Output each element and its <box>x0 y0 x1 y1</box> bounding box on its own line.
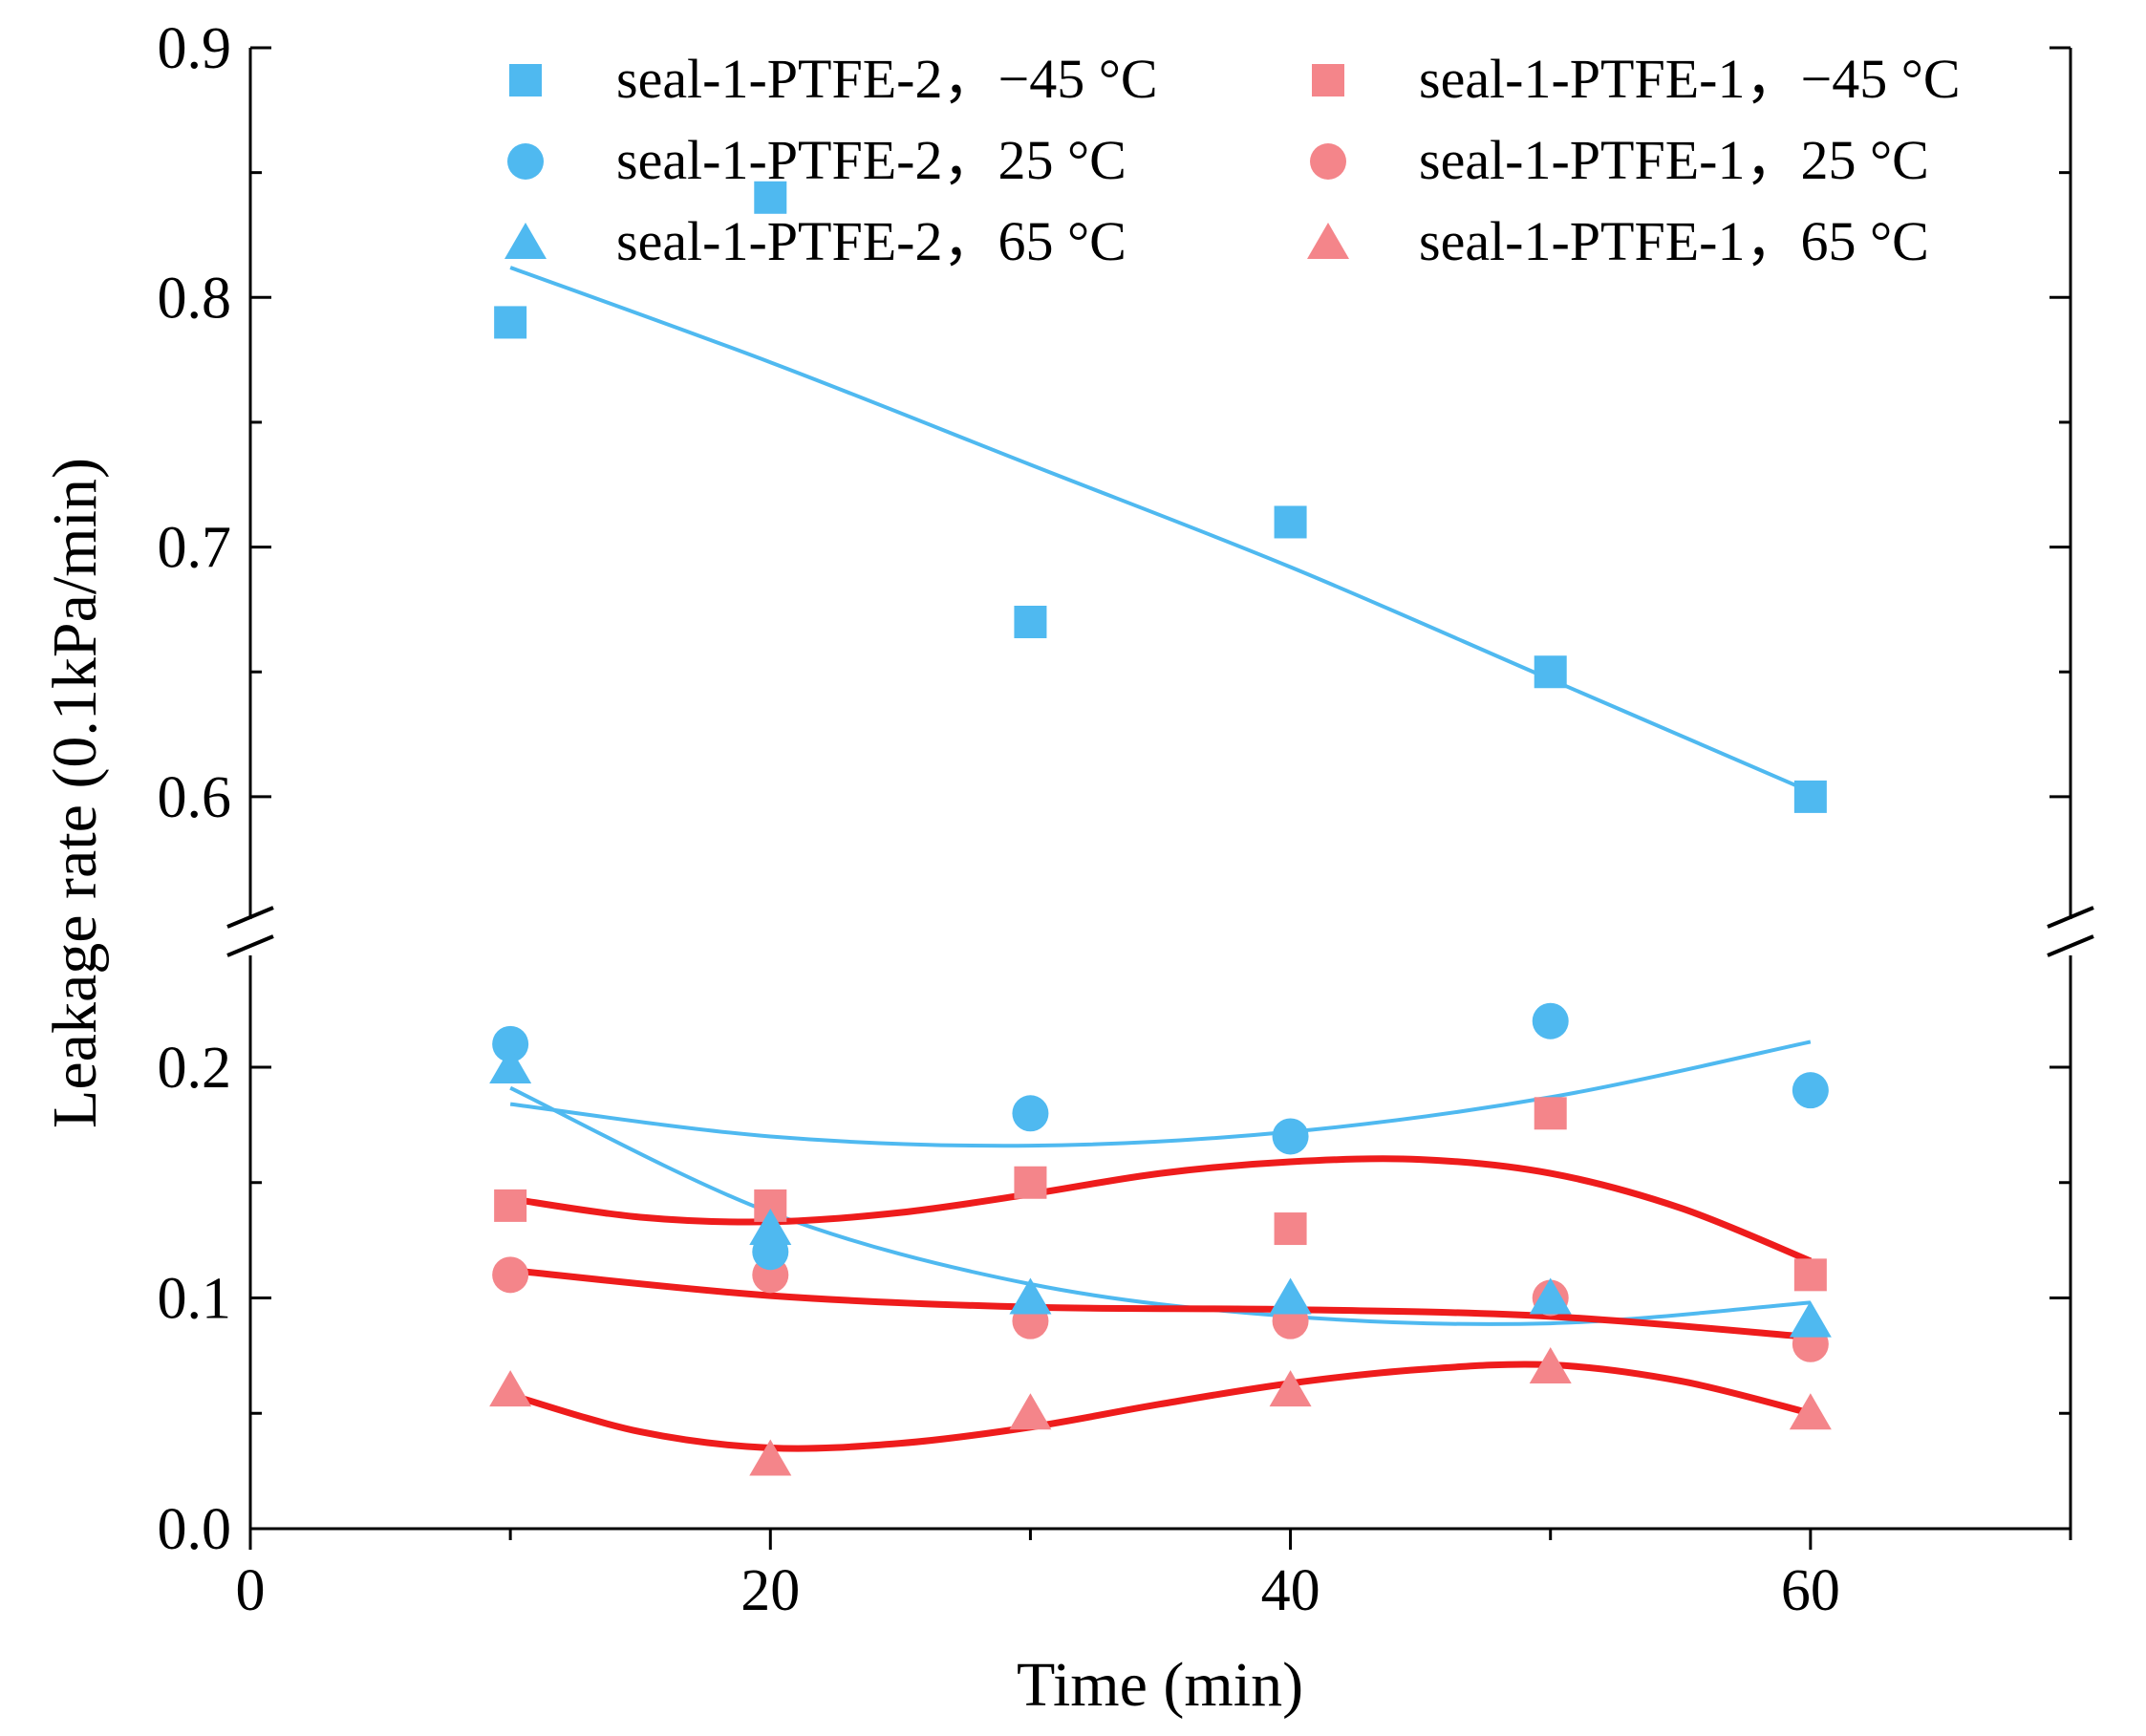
left-axis-break-mark-2 <box>226 934 274 957</box>
series-2-fit-curve <box>509 1039 1812 1148</box>
series-3-point <box>1789 1300 1832 1338</box>
y-axis-title: Leakage rate (0.1kPa/min) <box>40 458 110 1128</box>
series-1-point <box>754 181 787 214</box>
y-tick-label: 0.0 <box>158 1497 232 1562</box>
legend: seal-1-PTFE-2，−45 °C seal-1-PTFE-2，25 °C s… <box>504 48 1961 272</box>
series-4-fit-curve <box>509 1155 1813 1265</box>
series-5-legend-label: seal-1-PTFE-1，25 °C <box>1419 129 1929 191</box>
series-4-point <box>1014 1166 1047 1199</box>
series-4-point <box>1793 1258 1827 1292</box>
series-3-legend-label: seal-1-PTFE-2，65 °C <box>616 210 1127 272</box>
series-2-point <box>1792 1072 1829 1109</box>
series-6-point <box>1269 1370 1312 1407</box>
data-markers <box>489 181 1832 1476</box>
series-3-fit-curve <box>509 1085 1812 1326</box>
x-axis-title: Time (min) <box>1017 1650 1303 1720</box>
x-tick-label: 40 <box>1261 1558 1320 1623</box>
x-tick-label: 60 <box>1781 1558 1840 1623</box>
x-tick-label: 20 <box>740 1558 800 1623</box>
series-4-legend-marker <box>1312 64 1344 96</box>
series-6-point <box>1529 1346 1572 1383</box>
series-3-point <box>1269 1277 1312 1315</box>
series-5-point <box>492 1256 529 1294</box>
series-1-legend-label: seal-1-PTFE-2，−45 °C <box>616 48 1158 110</box>
series-3-point <box>1529 1277 1572 1315</box>
series-4-point <box>1274 1212 1307 1246</box>
series-1-point <box>1014 605 1047 638</box>
right-axis-break-mark-1 <box>2047 906 2094 929</box>
series-6-point <box>489 1370 532 1407</box>
series-6-legend-label: seal-1-PTFE-1，65 °C <box>1419 210 1929 272</box>
series-6-point <box>1009 1393 1052 1430</box>
series-5-legend-marker <box>1310 143 1346 180</box>
series-2-point <box>1532 1002 1569 1039</box>
series-5-fit-curve <box>509 1267 1812 1341</box>
y-tick-label: 0.7 <box>158 516 232 581</box>
y-tick-label: 0.6 <box>158 765 232 830</box>
right-axis-break-mark-2 <box>2047 934 2094 957</box>
series-3-legend-marker <box>504 223 547 259</box>
fit-curves <box>509 266 1813 1452</box>
series-4-point <box>1534 1097 1567 1130</box>
series-2-point <box>1012 1095 1049 1132</box>
series-1-fit-curve <box>509 266 1812 794</box>
series-6-point <box>1789 1393 1832 1430</box>
y-tick-label: 0.8 <box>158 266 232 331</box>
series-1-point <box>1534 655 1567 689</box>
series-4-legend-label: seal-1-PTFE-1，−45 °C <box>1419 48 1961 110</box>
series-1-point <box>494 306 527 339</box>
series-3-point <box>749 1209 792 1246</box>
y-tick-label: 0.1 <box>158 1267 232 1332</box>
series-6-legend-marker <box>1307 223 1349 259</box>
y-tick-label: 0.2 <box>158 1036 232 1101</box>
series-4-point <box>494 1189 527 1222</box>
y-tick-label: 0.9 <box>158 16 232 81</box>
series-6-point <box>749 1439 792 1476</box>
series-2-legend-marker <box>507 143 544 180</box>
series-2-point <box>492 1025 529 1062</box>
x-tick-label: 0 <box>236 1558 266 1623</box>
series-1-point <box>1793 780 1827 813</box>
axes: 0.6 0.7 0.8 0.9 0.0 0.1 0.2 0 20 40 60 <box>158 16 2094 1623</box>
series-3-point <box>489 1047 532 1083</box>
left-axis-break-mark-1 <box>226 906 274 929</box>
series-1-legend-marker <box>509 64 542 96</box>
series-6-fit-curve <box>509 1361 1812 1452</box>
series-2-legend-label: seal-1-PTFE-2，25 °C <box>616 129 1127 191</box>
series-1-point <box>1274 505 1307 539</box>
series-2-point <box>1272 1118 1309 1155</box>
series-3-point <box>1009 1277 1052 1315</box>
